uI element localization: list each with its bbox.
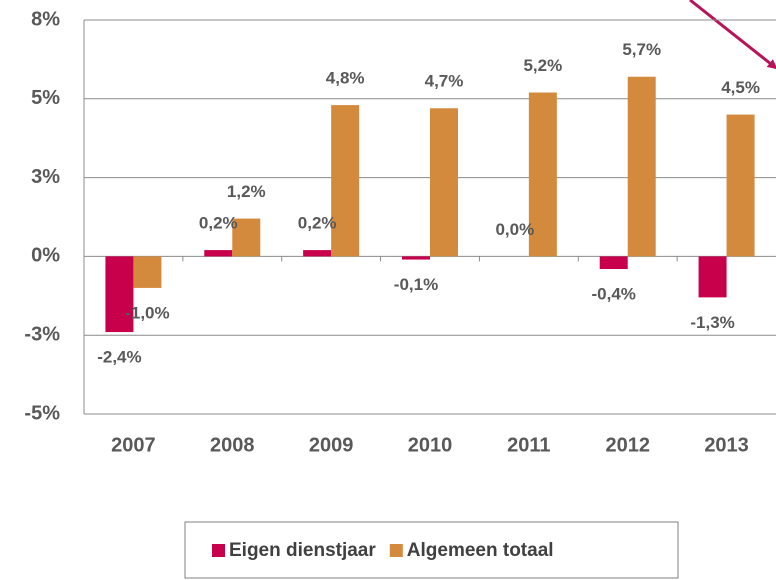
value-label: 5,2% — [523, 56, 562, 75]
bar — [105, 256, 134, 333]
bar — [528, 92, 557, 257]
value-label: 0,2% — [298, 214, 337, 233]
value-label: 0,2% — [199, 214, 238, 233]
x-tick-label: 2013 — [704, 434, 749, 456]
legend-box — [184, 521, 679, 579]
legend-swatch — [389, 544, 403, 557]
legend-label: Algemeen totaal — [407, 540, 554, 561]
bar — [204, 250, 233, 257]
bar — [303, 250, 332, 257]
value-label: -2,4% — [97, 348, 141, 367]
x-tick-label: 2010 — [408, 434, 453, 456]
y-tick-label: -5% — [24, 402, 60, 424]
x-tick-label: 2011 — [507, 434, 550, 456]
bar — [331, 105, 360, 257]
x-tick-label: 2009 — [309, 434, 354, 456]
bar — [599, 256, 628, 270]
value-label: 4,8% — [326, 69, 365, 88]
value-label: 5,7% — [622, 40, 661, 59]
value-label: -0,1% — [394, 275, 438, 294]
bar — [698, 256, 727, 298]
x-tick-label: 2008 — [210, 434, 255, 456]
bar — [402, 256, 430, 260]
legend-label: Eigen dienstjaar — [229, 540, 376, 561]
bar — [430, 108, 458, 257]
y-tick-label: -3% — [24, 323, 60, 345]
y-tick-label: 3% — [31, 166, 60, 188]
y-tick-label: 0% — [31, 245, 60, 267]
value-label: -1,0% — [125, 303, 169, 322]
arrow — [689, 0, 776, 70]
value-label: 4,5% — [721, 78, 760, 97]
value-label: -1,3% — [690, 313, 734, 332]
bar — [627, 76, 656, 257]
bar — [133, 256, 162, 288]
y-tick-label: 8% — [31, 8, 60, 30]
bar — [726, 114, 755, 257]
value-label: 4,7% — [425, 72, 464, 91]
value-label: 0,0% — [495, 220, 534, 239]
y-tick-label: 5% — [31, 87, 60, 109]
bar — [232, 218, 261, 257]
x-tick-label: 2012 — [605, 434, 650, 456]
value-label: -0,4% — [592, 284, 636, 303]
legend-swatch — [212, 544, 225, 557]
x-tick-label: 2007 — [111, 434, 156, 456]
value-label: 1,2% — [227, 182, 266, 201]
